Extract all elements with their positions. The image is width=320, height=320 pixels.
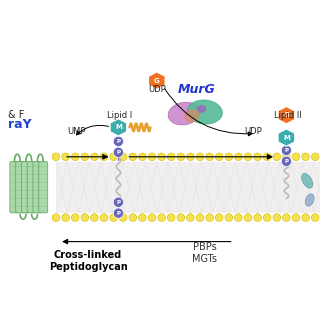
Circle shape — [235, 153, 242, 161]
Circle shape — [129, 214, 137, 221]
Text: raY: raY — [8, 118, 32, 131]
Circle shape — [158, 153, 165, 161]
Text: P: P — [116, 150, 120, 155]
Circle shape — [283, 214, 290, 221]
Circle shape — [244, 153, 252, 161]
Circle shape — [311, 153, 319, 161]
Circle shape — [113, 197, 124, 207]
Circle shape — [62, 153, 69, 161]
Circle shape — [100, 153, 108, 161]
Circle shape — [302, 153, 309, 161]
Circle shape — [254, 153, 261, 161]
Text: MurG: MurG — [178, 83, 216, 96]
Text: PBPs
MGTs: PBPs MGTs — [192, 242, 217, 264]
Polygon shape — [110, 119, 127, 136]
Circle shape — [254, 214, 261, 221]
Text: P: P — [116, 200, 120, 205]
Circle shape — [177, 214, 185, 221]
Circle shape — [206, 214, 213, 221]
Circle shape — [129, 153, 137, 161]
Text: Cross-linked
Peptidoglycan: Cross-linked Peptidoglycan — [49, 250, 127, 272]
Circle shape — [273, 153, 281, 161]
Circle shape — [158, 214, 165, 221]
Circle shape — [281, 156, 292, 166]
Text: Lipid I: Lipid I — [108, 111, 132, 120]
Circle shape — [235, 214, 242, 221]
Polygon shape — [278, 129, 295, 146]
Text: UDP: UDP — [244, 127, 262, 136]
Circle shape — [215, 153, 223, 161]
Polygon shape — [148, 72, 165, 89]
Circle shape — [292, 153, 300, 161]
Circle shape — [139, 153, 146, 161]
Circle shape — [206, 153, 213, 161]
Circle shape — [91, 153, 98, 161]
Text: UDP: UDP — [148, 85, 166, 94]
Circle shape — [91, 214, 98, 221]
Circle shape — [302, 214, 309, 221]
Text: M: M — [283, 135, 290, 140]
Circle shape — [187, 153, 194, 161]
Circle shape — [81, 153, 89, 161]
Circle shape — [110, 214, 117, 221]
Circle shape — [113, 147, 124, 157]
Text: G: G — [154, 78, 160, 84]
Circle shape — [119, 153, 127, 161]
Circle shape — [225, 153, 233, 161]
Circle shape — [81, 214, 89, 221]
Ellipse shape — [305, 194, 314, 206]
Circle shape — [113, 136, 124, 147]
FancyBboxPatch shape — [33, 162, 42, 213]
Circle shape — [167, 214, 175, 221]
Circle shape — [177, 153, 185, 161]
Circle shape — [148, 214, 156, 221]
FancyBboxPatch shape — [16, 162, 25, 213]
Circle shape — [263, 153, 271, 161]
Text: P: P — [116, 211, 120, 216]
Circle shape — [71, 153, 79, 161]
Ellipse shape — [187, 100, 222, 124]
FancyBboxPatch shape — [21, 162, 30, 213]
Circle shape — [196, 153, 204, 161]
FancyBboxPatch shape — [27, 162, 36, 213]
FancyBboxPatch shape — [10, 162, 19, 213]
Circle shape — [110, 153, 117, 161]
Circle shape — [52, 153, 60, 161]
Text: P: P — [284, 148, 288, 153]
Ellipse shape — [184, 109, 200, 122]
Text: M: M — [115, 124, 122, 130]
Bar — [56, 162, 320, 213]
Circle shape — [196, 214, 204, 221]
Text: Lipid II: Lipid II — [274, 111, 302, 120]
Circle shape — [225, 214, 233, 221]
Circle shape — [119, 214, 127, 221]
Circle shape — [215, 214, 223, 221]
Circle shape — [244, 214, 252, 221]
Circle shape — [100, 214, 108, 221]
Circle shape — [52, 214, 60, 221]
Circle shape — [139, 214, 146, 221]
FancyBboxPatch shape — [39, 162, 48, 213]
Circle shape — [283, 153, 290, 161]
Circle shape — [62, 214, 69, 221]
Polygon shape — [278, 107, 295, 124]
Circle shape — [281, 145, 292, 156]
Ellipse shape — [197, 105, 206, 113]
Text: & F: & F — [8, 110, 24, 120]
Text: P: P — [116, 139, 120, 144]
Circle shape — [71, 214, 79, 221]
Circle shape — [113, 208, 124, 218]
Ellipse shape — [302, 173, 313, 188]
Circle shape — [148, 153, 156, 161]
Circle shape — [311, 214, 319, 221]
Circle shape — [273, 214, 281, 221]
Circle shape — [187, 214, 194, 221]
Text: UMP: UMP — [68, 127, 86, 136]
Circle shape — [167, 153, 175, 161]
Ellipse shape — [168, 102, 200, 125]
Text: G: G — [284, 112, 289, 118]
Circle shape — [292, 214, 300, 221]
Circle shape — [263, 214, 271, 221]
Text: P: P — [284, 159, 288, 164]
